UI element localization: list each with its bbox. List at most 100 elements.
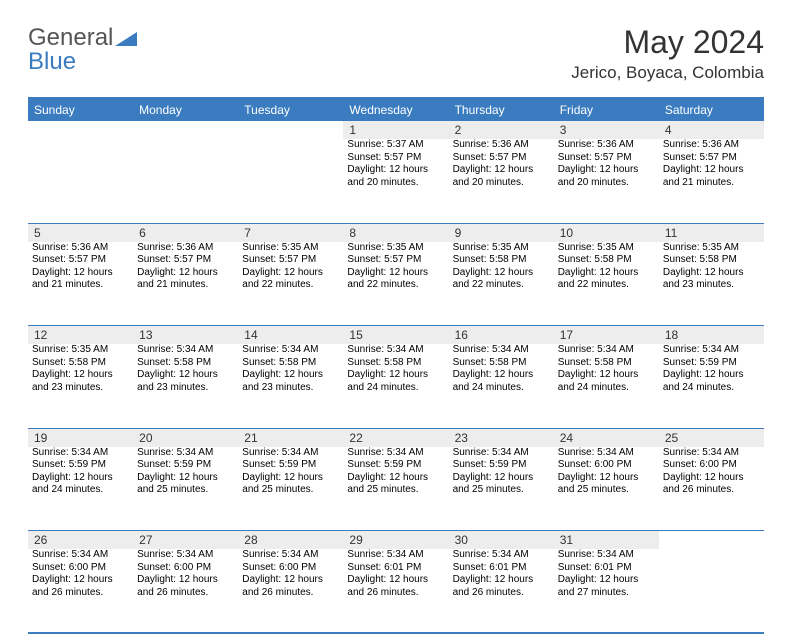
daylight-line: Daylight: 12 hours and 22 minutes.: [453, 267, 550, 292]
sunset-line: Sunset: 6:01 PM: [453, 562, 550, 575]
daylight-line: Daylight: 12 hours and 23 minutes.: [663, 267, 760, 292]
daynum-cell: 12: [28, 326, 133, 345]
daylight-line: Daylight: 12 hours and 25 minutes.: [242, 472, 339, 497]
daylight-line: Daylight: 12 hours and 26 minutes.: [347, 574, 444, 599]
day-cell: Sunrise: 5:34 AMSunset: 5:59 PMDaylight:…: [659, 344, 764, 428]
daynum-cell: 4: [659, 121, 764, 139]
daylight-line: Daylight: 12 hours and 27 minutes.: [558, 574, 655, 599]
sunrise-line: Sunrise: 5:34 AM: [242, 549, 339, 562]
day-cell: Sunrise: 5:34 AMSunset: 6:01 PMDaylight:…: [554, 549, 659, 633]
sunrise-line: Sunrise: 5:34 AM: [32, 549, 129, 562]
sunrise-line: Sunrise: 5:34 AM: [663, 447, 760, 460]
day-header-cell: Friday: [554, 98, 659, 121]
sunset-line: Sunset: 5:59 PM: [453, 459, 550, 472]
daynum-cell: [28, 121, 133, 139]
day-cell: Sunrise: 5:34 AMSunset: 5:59 PMDaylight:…: [449, 447, 554, 531]
daylight-line: Daylight: 12 hours and 25 minutes.: [137, 472, 234, 497]
sunrise-line: Sunrise: 5:34 AM: [453, 549, 550, 562]
sunrise-line: Sunrise: 5:37 AM: [347, 139, 444, 152]
daynum-cell: [659, 531, 764, 550]
sunrise-line: Sunrise: 5:35 AM: [32, 344, 129, 357]
daylight-line: Daylight: 12 hours and 26 minutes.: [453, 574, 550, 599]
daynum-cell: 16: [449, 326, 554, 345]
day-header-row: SundayMondayTuesdayWednesdayThursdayFrid…: [28, 98, 764, 121]
day-header-cell: Saturday: [659, 98, 764, 121]
logo-triangle-icon: [115, 29, 137, 47]
daynum-cell: 18: [659, 326, 764, 345]
calendar-table: SundayMondayTuesdayWednesdayThursdayFrid…: [28, 97, 764, 634]
day-cell: Sunrise: 5:35 AMSunset: 5:57 PMDaylight:…: [343, 242, 448, 326]
day-cell: Sunrise: 5:34 AMSunset: 5:59 PMDaylight:…: [238, 447, 343, 531]
day-cell: Sunrise: 5:34 AMSunset: 5:58 PMDaylight:…: [449, 344, 554, 428]
daynum-row: 262728293031: [28, 531, 764, 550]
daylight-line: Daylight: 12 hours and 20 minutes.: [347, 164, 444, 189]
daylight-line: Daylight: 12 hours and 22 minutes.: [242, 267, 339, 292]
sunset-line: Sunset: 5:57 PM: [32, 254, 129, 267]
sunset-line: Sunset: 5:57 PM: [663, 152, 760, 165]
day-cell: Sunrise: 5:34 AMSunset: 6:00 PMDaylight:…: [659, 447, 764, 531]
sunset-line: Sunset: 5:58 PM: [558, 357, 655, 370]
sunrise-line: Sunrise: 5:36 AM: [137, 242, 234, 255]
day-cell: Sunrise: 5:36 AMSunset: 5:57 PMDaylight:…: [659, 139, 764, 223]
week-row: Sunrise: 5:35 AMSunset: 5:58 PMDaylight:…: [28, 344, 764, 428]
day-cell: Sunrise: 5:34 AMSunset: 5:59 PMDaylight:…: [343, 447, 448, 531]
daylight-line: Daylight: 12 hours and 26 minutes.: [663, 472, 760, 497]
sunrise-line: Sunrise: 5:34 AM: [558, 344, 655, 357]
sunrise-line: Sunrise: 5:36 AM: [663, 139, 760, 152]
sunrise-line: Sunrise: 5:34 AM: [558, 447, 655, 460]
daynum-cell: [133, 121, 238, 139]
sunrise-line: Sunrise: 5:34 AM: [347, 344, 444, 357]
day-cell: Sunrise: 5:36 AMSunset: 5:57 PMDaylight:…: [28, 242, 133, 326]
daylight-line: Daylight: 12 hours and 23 minutes.: [242, 369, 339, 394]
day-header-cell: Tuesday: [238, 98, 343, 121]
day-cell: Sunrise: 5:36 AMSunset: 5:57 PMDaylight:…: [133, 242, 238, 326]
daylight-line: Daylight: 12 hours and 24 minutes.: [347, 369, 444, 394]
daylight-line: Daylight: 12 hours and 26 minutes.: [137, 574, 234, 599]
daynum-cell: 24: [554, 428, 659, 447]
daylight-line: Daylight: 12 hours and 24 minutes.: [453, 369, 550, 394]
sunrise-line: Sunrise: 5:35 AM: [347, 242, 444, 255]
sunset-line: Sunset: 5:59 PM: [663, 357, 760, 370]
day-cell: Sunrise: 5:36 AMSunset: 5:57 PMDaylight:…: [554, 139, 659, 223]
day-cell: Sunrise: 5:34 AMSunset: 6:00 PMDaylight:…: [554, 447, 659, 531]
daynum-cell: 13: [133, 326, 238, 345]
sunset-line: Sunset: 5:58 PM: [663, 254, 760, 267]
day-cell: [238, 139, 343, 223]
sunset-line: Sunset: 5:57 PM: [347, 152, 444, 165]
week-row: Sunrise: 5:36 AMSunset: 5:57 PMDaylight:…: [28, 242, 764, 326]
sunset-line: Sunset: 6:00 PM: [32, 562, 129, 575]
daylight-line: Daylight: 12 hours and 24 minutes.: [663, 369, 760, 394]
sunset-line: Sunset: 5:59 PM: [32, 459, 129, 472]
sunset-line: Sunset: 6:00 PM: [242, 562, 339, 575]
daylight-line: Daylight: 12 hours and 20 minutes.: [453, 164, 550, 189]
sunset-line: Sunset: 6:00 PM: [663, 459, 760, 472]
daylight-line: Daylight: 12 hours and 21 minutes.: [137, 267, 234, 292]
sunrise-line: Sunrise: 5:36 AM: [32, 242, 129, 255]
daynum-row: 19202122232425: [28, 428, 764, 447]
day-header-cell: Thursday: [449, 98, 554, 121]
day-cell: Sunrise: 5:35 AMSunset: 5:57 PMDaylight:…: [238, 242, 343, 326]
sunset-line: Sunset: 5:58 PM: [347, 357, 444, 370]
daynum-cell: 28: [238, 531, 343, 550]
day-cell: [28, 139, 133, 223]
day-cell: Sunrise: 5:34 AMSunset: 5:58 PMDaylight:…: [133, 344, 238, 428]
sunset-line: Sunset: 5:57 PM: [558, 152, 655, 165]
day-cell: Sunrise: 5:35 AMSunset: 5:58 PMDaylight:…: [659, 242, 764, 326]
daylight-line: Daylight: 12 hours and 24 minutes.: [558, 369, 655, 394]
sunrise-line: Sunrise: 5:35 AM: [453, 242, 550, 255]
daynum-cell: 20: [133, 428, 238, 447]
daynum-cell: 19: [28, 428, 133, 447]
sunrise-line: Sunrise: 5:35 AM: [242, 242, 339, 255]
sunset-line: Sunset: 5:58 PM: [453, 357, 550, 370]
week-row: Sunrise: 5:37 AMSunset: 5:57 PMDaylight:…: [28, 139, 764, 223]
daylight-line: Daylight: 12 hours and 21 minutes.: [32, 267, 129, 292]
daynum-cell: 27: [133, 531, 238, 550]
day-cell: [659, 549, 764, 633]
sunrise-line: Sunrise: 5:34 AM: [32, 447, 129, 460]
daylight-line: Daylight: 12 hours and 23 minutes.: [137, 369, 234, 394]
sunset-line: Sunset: 5:58 PM: [453, 254, 550, 267]
day-cell: Sunrise: 5:34 AMSunset: 6:01 PMDaylight:…: [449, 549, 554, 633]
daynum-cell: 8: [343, 223, 448, 242]
sunset-line: Sunset: 5:57 PM: [242, 254, 339, 267]
daynum-cell: 31: [554, 531, 659, 550]
